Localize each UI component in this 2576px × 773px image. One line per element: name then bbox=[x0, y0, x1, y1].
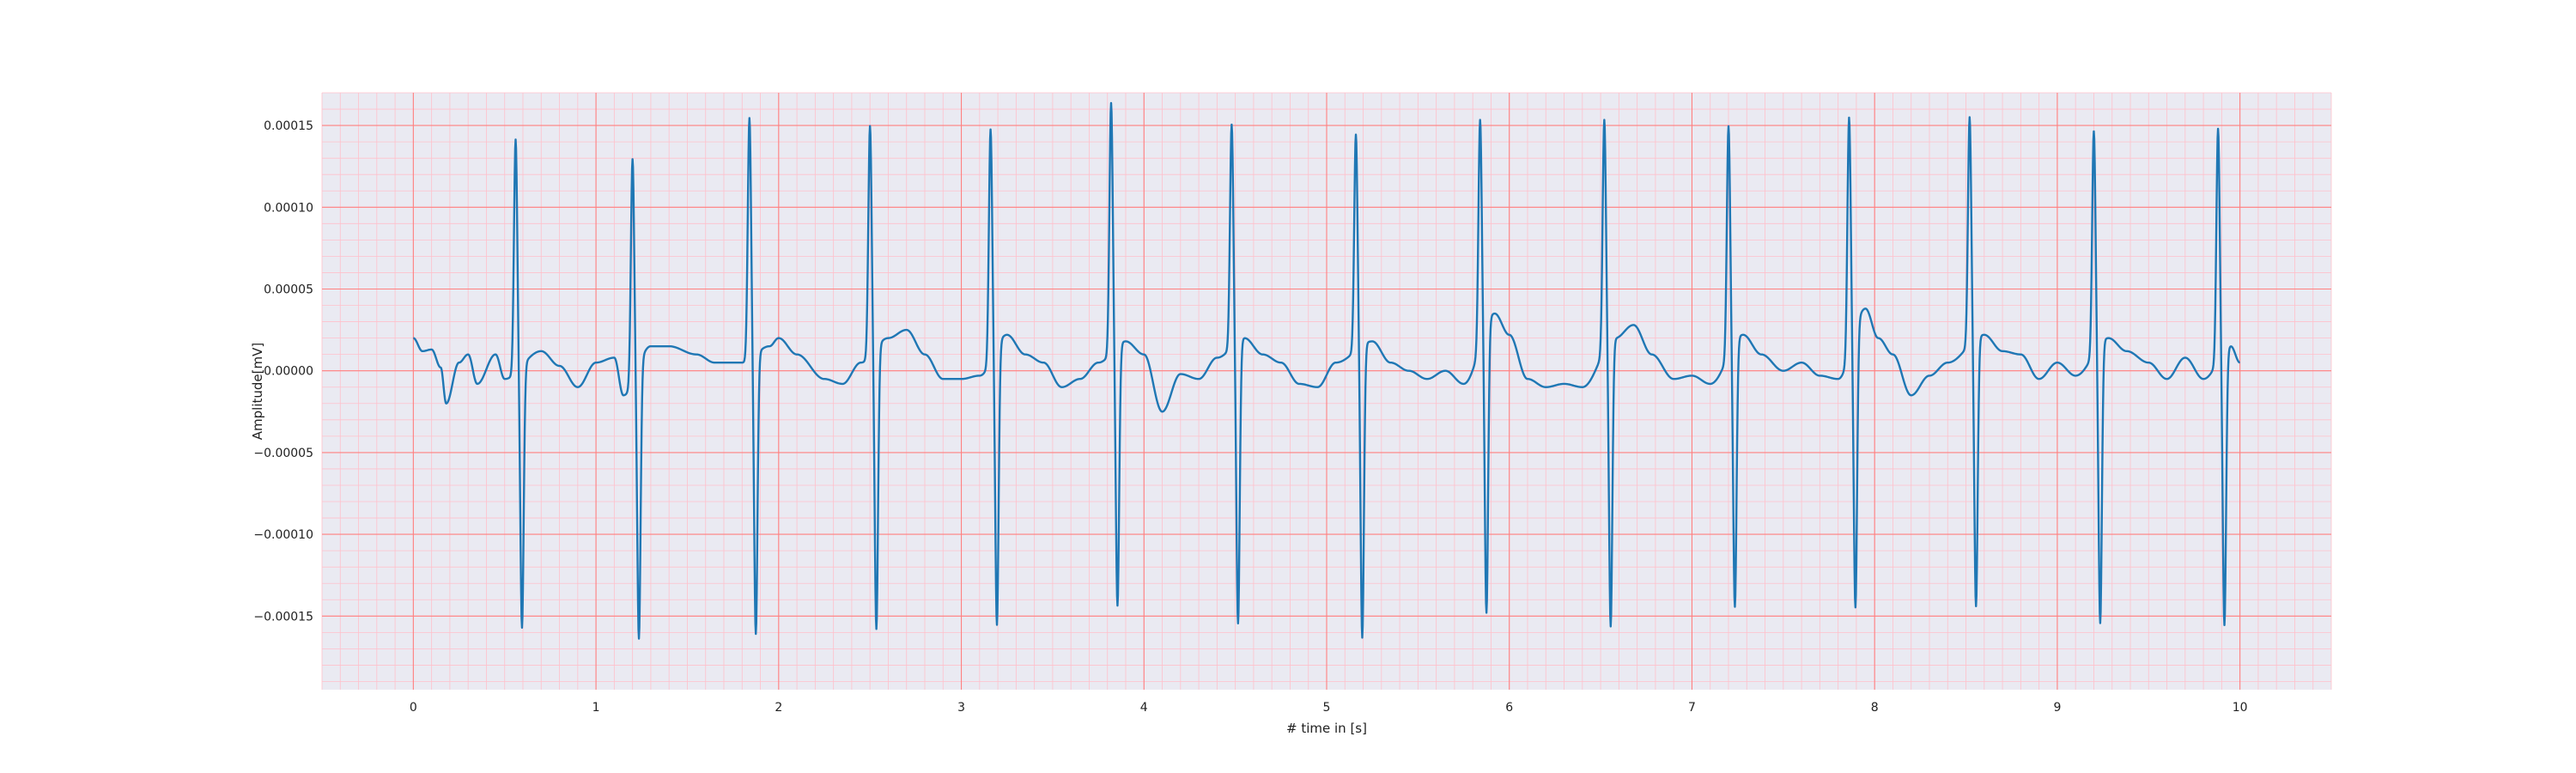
x-tick-label: 4 bbox=[1140, 701, 1148, 715]
x-tick-label: 5 bbox=[1323, 701, 1331, 715]
x-tick-label: 0 bbox=[410, 701, 417, 715]
series-layer bbox=[412, 101, 2241, 640]
x-tick-label: 10 bbox=[2233, 701, 2248, 715]
y-tick-label: 0.00015 bbox=[264, 119, 313, 133]
y-axis-ticks: 0.00015 0.00010 0.00005 0.00000 −0.00005 −0.0… bbox=[253, 119, 313, 624]
x-tick-label: 9 bbox=[2053, 701, 2061, 715]
y-tick-label: 0.00000 bbox=[264, 365, 313, 379]
ecg-series-line bbox=[412, 101, 2241, 640]
x-tick-label: 2 bbox=[775, 701, 782, 715]
x-tick-label: 3 bbox=[957, 701, 965, 715]
x-tick-label: 7 bbox=[1688, 701, 1696, 715]
x-tick-label: 1 bbox=[592, 701, 600, 715]
x-tick-label: 6 bbox=[1505, 701, 1513, 715]
y-axis-label: Amplitude[mV] bbox=[250, 343, 265, 440]
y-tick-label: −0.00005 bbox=[253, 447, 313, 460]
y-tick-label: −0.00015 bbox=[253, 610, 313, 624]
y-tick-label: 0.00010 bbox=[264, 201, 313, 215]
major-grid bbox=[322, 93, 2331, 690]
x-tick-label: 8 bbox=[1871, 701, 1879, 715]
y-tick-label: −0.00010 bbox=[253, 528, 313, 542]
x-axis-ticks: 0 1 2 3 4 5 6 7 8 9 10 bbox=[410, 701, 2248, 715]
y-tick-label: 0.00005 bbox=[264, 283, 313, 296]
x-axis-label: # time in [s] bbox=[1286, 721, 1367, 736]
